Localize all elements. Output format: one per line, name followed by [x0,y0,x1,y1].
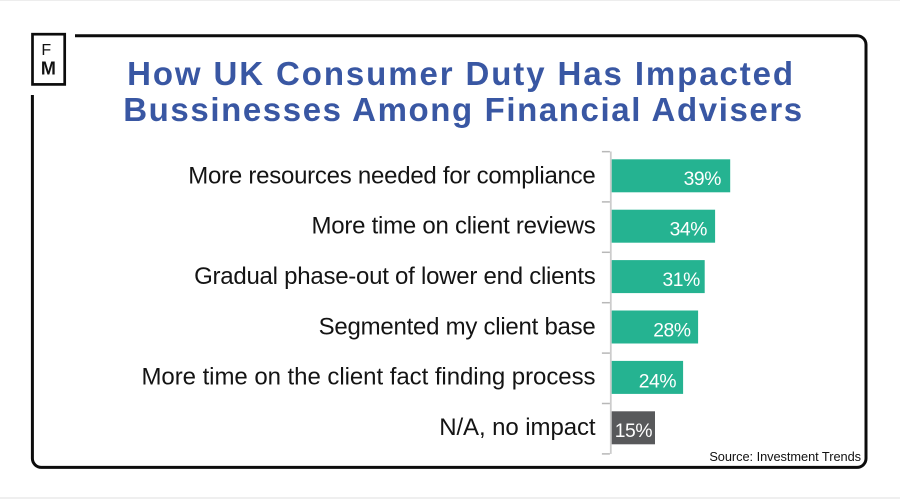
svg-text:Segmented my client base: Segmented my client base [319,313,596,340]
svg-text:Gradual phase-out of lower end: Gradual phase-out of lower end clients [194,263,596,290]
svg-text:28%: 28% [653,321,691,342]
svg-text:39%: 39% [684,169,722,190]
svg-text:31%: 31% [662,270,700,291]
svg-text:Source: Investment Trends: Source: Investment Trends [709,449,861,464]
svg-text:F: F [41,42,51,59]
svg-text:34%: 34% [670,220,708,241]
svg-text:More resources needed for comp: More resources needed for compliance [188,162,595,189]
svg-text:15%: 15% [615,421,653,442]
svg-text:M: M [41,58,56,78]
svg-text:24%: 24% [639,371,677,392]
svg-text:N/A, no impact: N/A, no impact [439,414,596,441]
svg-text:How UK Consumer Duty Has Impac: How UK Consumer Duty Has Impacted [127,55,795,92]
svg-text:More time on client reviews: More time on client reviews [311,213,595,240]
svg-text:Bussinesses Among Financial Ad: Bussinesses Among Financial Advisers [123,91,804,128]
svg-text:More time on the client fact f: More time on the client fact finding pro… [141,364,595,391]
